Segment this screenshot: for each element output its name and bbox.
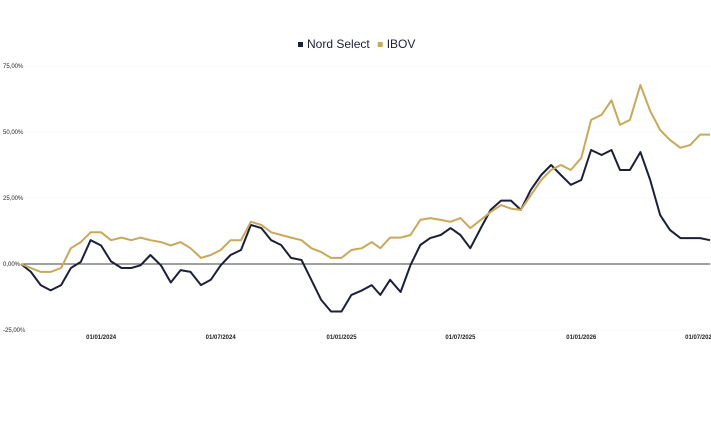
series-line [20,149,711,313]
x-tick-label: 01/01/2025 [327,335,358,341]
legend-label: Nord Select [307,37,370,51]
y-tick-label: 50,00% [3,130,24,136]
y-tick-label: 0,00% [3,262,21,268]
legend-label: IBOV [387,37,416,51]
y-tick-label: -25,00% [3,328,26,334]
x-tick-label: 01/01/2024 [86,335,117,341]
y-tick-label: 75,00% [3,64,24,70]
x-tick-label: 01/01/2026 [566,335,597,341]
legend-swatch [377,42,383,47]
x-tick-label: 01/07/2024 [206,335,237,341]
x-tick-label: 01/07/2026 [685,335,711,341]
legend-swatch [298,42,303,47]
y-tick-label: 25,00% [3,196,24,202]
series-line [20,84,710,273]
x-tick-label: 01/07/2025 [445,335,476,341]
